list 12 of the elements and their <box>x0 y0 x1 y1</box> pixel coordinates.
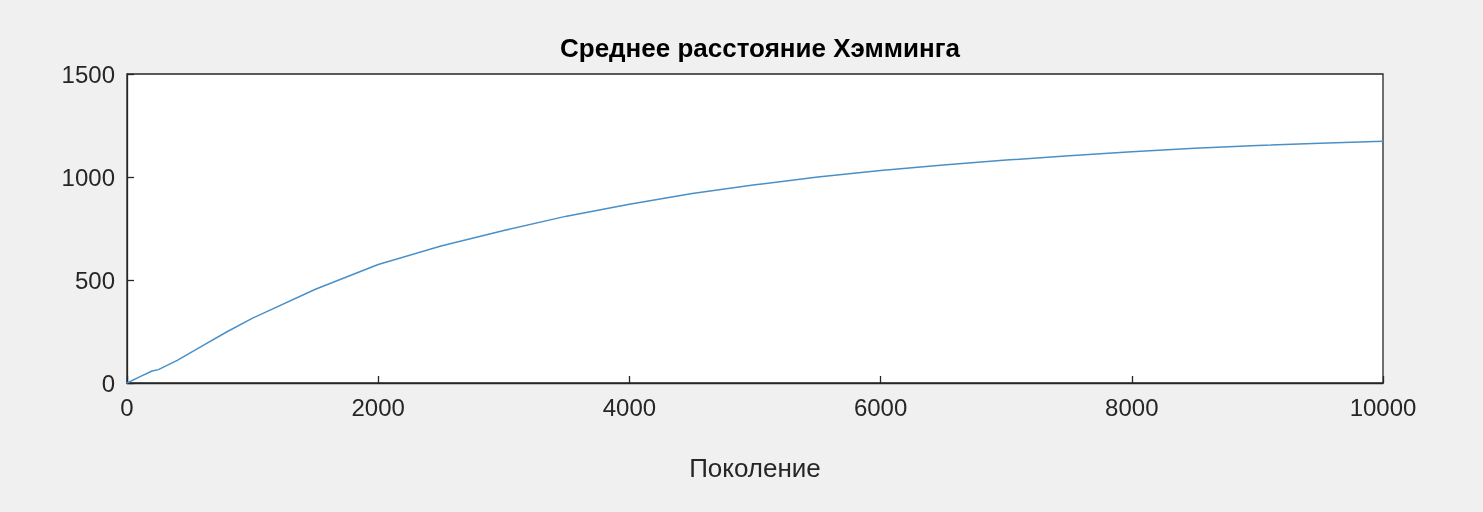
y-tick-label: 1000 <box>61 163 115 191</box>
y-tick-label: 1500 <box>61 60 115 88</box>
x-tick-label: 4000 <box>602 393 657 421</box>
x-tick-label: 6000 <box>853 393 908 421</box>
chart-title: Среднее расстояние Хэмминга <box>559 33 961 63</box>
x-tick-label: 0 <box>120 393 134 421</box>
x-axis-title: Поколение <box>689 453 821 483</box>
y-tick-label: 0 <box>101 369 115 397</box>
x-tick-label: 2000 <box>351 393 405 421</box>
x-tick-label: 8000 <box>1105 393 1159 421</box>
y-tick-label: 500 <box>74 266 115 294</box>
x-tick-label: 10000 <box>1349 393 1417 421</box>
